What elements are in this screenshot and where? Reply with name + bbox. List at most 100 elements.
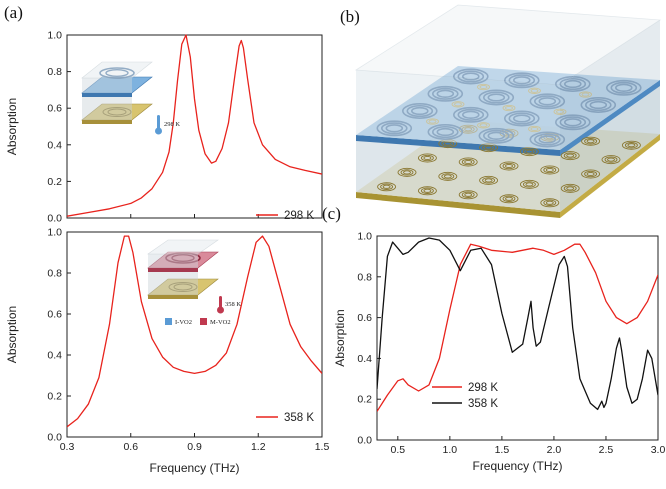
- y-tick-label: 0.6: [47, 103, 62, 115]
- lvo2-legend-swatch: [165, 318, 172, 325]
- gold-ring: [525, 182, 534, 187]
- y-tick-label: 0.0: [357, 435, 372, 447]
- y-tick-label: 0.2: [357, 394, 372, 406]
- gold-ring: [563, 185, 577, 192]
- y-tick-label: 0.2: [47, 391, 62, 403]
- legend-label-298k: 298 K: [468, 382, 498, 394]
- gold-ring: [584, 170, 598, 178]
- gold-ring: [621, 140, 641, 150]
- gold-layer-side-right: [560, 134, 660, 218]
- gold-ring: [461, 191, 475, 198]
- gold-ring: [581, 169, 601, 179]
- x-tick-label: 1.5: [315, 441, 330, 453]
- y-tick-label: 0.6: [357, 312, 372, 324]
- gold-ring: [560, 183, 580, 193]
- x-tick-label: 1.2: [251, 441, 266, 453]
- unit-cell-inset-358k: 358 K I-VO2 M-VO2: [147, 239, 241, 326]
- y-axis-label: Absorption: [5, 98, 19, 155]
- gold-ring: [505, 163, 513, 169]
- spacer-lower-side-right: [560, 80, 660, 212]
- gold-ring: [627, 143, 636, 148]
- inset-temperature-358: 358 K: [225, 301, 241, 308]
- gold-ring: [458, 190, 478, 200]
- series-line-298-k: [67, 34, 322, 217]
- gold-ring: [499, 194, 519, 204]
- gold-ring: [624, 142, 638, 149]
- x-tick-label: 0.3: [60, 441, 75, 453]
- y-tick-label: 1.0: [357, 231, 372, 243]
- gold-ring: [586, 171, 595, 177]
- unit-cell-inset-298k: 298 K: [81, 61, 180, 135]
- gold-layer-side: [356, 192, 560, 218]
- y-tick-label: 0.8: [47, 268, 62, 280]
- thermometer-hot-icon: [219, 296, 222, 308]
- gold-ring: [522, 181, 536, 188]
- gold-ring: [505, 196, 513, 201]
- gold-ring: [461, 158, 475, 166]
- x-tick-label: 2.5: [599, 444, 614, 456]
- gold-ring: [464, 192, 473, 197]
- gold-ring: [458, 157, 478, 167]
- gold-ring: [484, 145, 493, 150]
- gold-ring: [540, 198, 560, 208]
- gold-ring: [522, 148, 536, 155]
- legend-label-358k: 358 K: [468, 398, 498, 410]
- gold-ring: [443, 141, 452, 146]
- y-tick-label: 1.0: [47, 227, 62, 239]
- y-tick-label: 0.2: [47, 176, 62, 188]
- gold-ring: [586, 139, 595, 144]
- series-line-358-k: [377, 237, 658, 411]
- gold-ring: [566, 153, 575, 158]
- gold-ring: [423, 155, 432, 161]
- gold-ring: [581, 136, 601, 146]
- y-tick-label: 0.4: [47, 350, 62, 362]
- x-tick-label: 1.0: [443, 444, 458, 456]
- gold-ring: [377, 182, 397, 192]
- gold-ring: [563, 152, 577, 159]
- gold-ring: [441, 173, 455, 180]
- y-tick-label: 0.8: [357, 271, 372, 283]
- y-axis-label: Absorption: [333, 309, 347, 366]
- gold-ring: [502, 195, 516, 202]
- panel-label-c: (c): [322, 204, 341, 223]
- gold-ring: [519, 179, 539, 189]
- gold-ring: [584, 138, 598, 145]
- gold-ring: [601, 155, 621, 165]
- gold-ring: [525, 149, 534, 154]
- x-tick-label: 1.5: [495, 444, 510, 456]
- plot-frame: [376, 235, 659, 441]
- gold-ring: [400, 169, 414, 176]
- y-tick-label: 0.0: [47, 213, 62, 225]
- legend-label-358k: 358 K: [284, 412, 314, 424]
- gold-ring: [464, 159, 473, 165]
- gold-ring: [417, 186, 437, 196]
- gold-ring: [403, 170, 411, 175]
- y-tick-label: 1.0: [47, 30, 62, 42]
- gold-ring: [397, 167, 417, 177]
- gold-ring: [502, 162, 516, 170]
- mvo2-legend-label: M-VO2: [210, 319, 231, 326]
- legend-label-298k: 298 K: [284, 210, 314, 222]
- gold-ring: [545, 167, 554, 173]
- y-tick-label: 0.4: [47, 139, 62, 151]
- x-tick-label: 0.6: [123, 441, 138, 453]
- gold-ring: [417, 153, 437, 163]
- gold-ring: [566, 186, 575, 191]
- x-tick-label: 0.5: [391, 444, 406, 456]
- gold-ring: [482, 144, 496, 151]
- plot-a-bottom: 0.0 0.2 0.4 0.6 0.8 1.0 0.3 0.6 0.9 1.2 1.5 Absorpt…: [5, 227, 329, 476]
- y-tick-label: 0.0: [47, 432, 62, 444]
- x-axis-label: Frequency (THz): [472, 459, 562, 473]
- gold-ring: [479, 175, 499, 185]
- mvo2-legend-swatch: [200, 318, 207, 325]
- gold-ring: [543, 166, 557, 174]
- gold-ring: [420, 154, 434, 162]
- y-axis-label: Absorption: [5, 306, 19, 363]
- inset-temperature-298: 298 K: [164, 121, 180, 128]
- gold-ring: [420, 187, 434, 194]
- plot-a-top: 0.0 0.2 0.4 0.6 0.8 1.0 Absorption 298 K: [5, 30, 323, 225]
- gold-ring: [484, 178, 493, 183]
- spacer-upper-side-right: [560, 20, 660, 150]
- vo2-layer-side: [356, 135, 560, 156]
- gold-ring: [560, 151, 580, 161]
